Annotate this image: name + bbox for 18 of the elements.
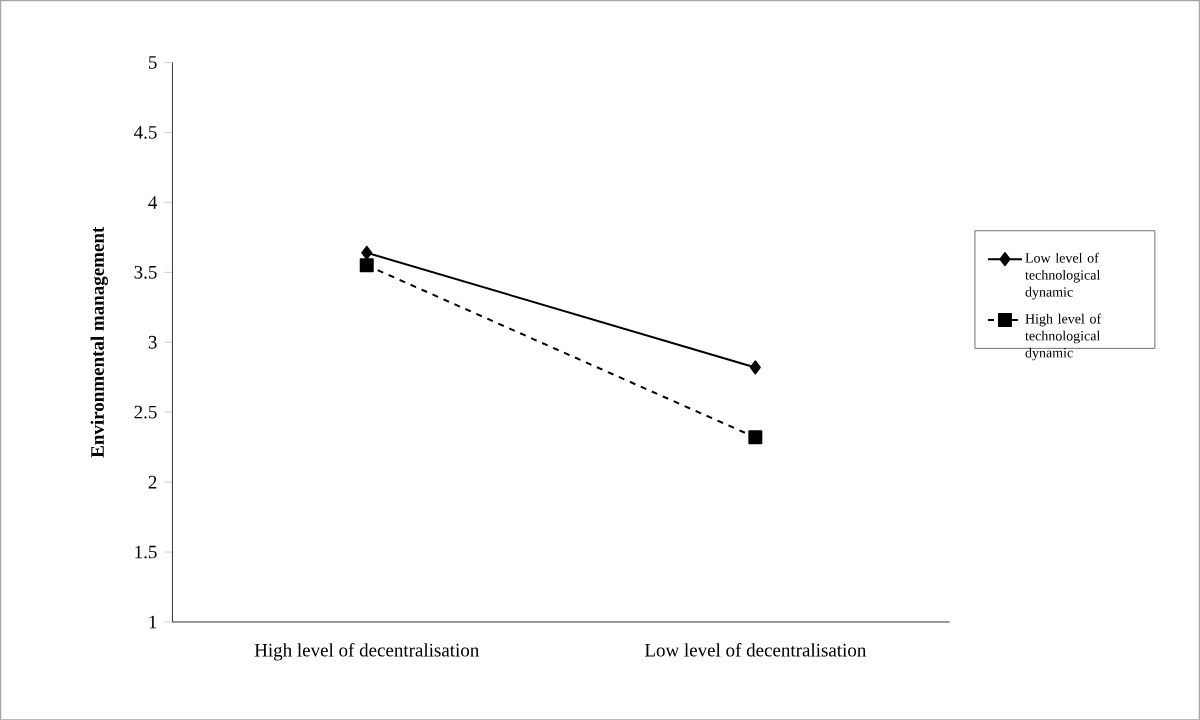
y-tick-label: 4.5 — [134, 125, 157, 139]
point — [361, 245, 373, 260]
y-tick-label: 4 — [148, 195, 158, 209]
y-tick-label: 2 — [148, 475, 157, 489]
y-tick-label: 3.5 — [134, 265, 157, 279]
y-tick-label: 1.5 — [135, 545, 157, 559]
y-tick-label: 1 — [149, 615, 157, 628]
y-tick-label: 2.5 — [134, 405, 157, 419]
legend-label: High level of technological dynamic — [1025, 313, 1102, 361]
y-tick-label: 3 — [148, 335, 157, 349]
y-tick-label: 5 — [148, 55, 157, 69]
point — [359, 258, 374, 273]
x-tick-label: Low level of decentralisation — [644, 642, 867, 657]
legend-label: Low level of technological dynamic — [1025, 252, 1101, 300]
point — [748, 430, 763, 445]
point — [749, 360, 761, 375]
y-axis-title: Environmental management — [90, 226, 108, 458]
x-tick-label: High level of decentralisation — [254, 642, 480, 661]
